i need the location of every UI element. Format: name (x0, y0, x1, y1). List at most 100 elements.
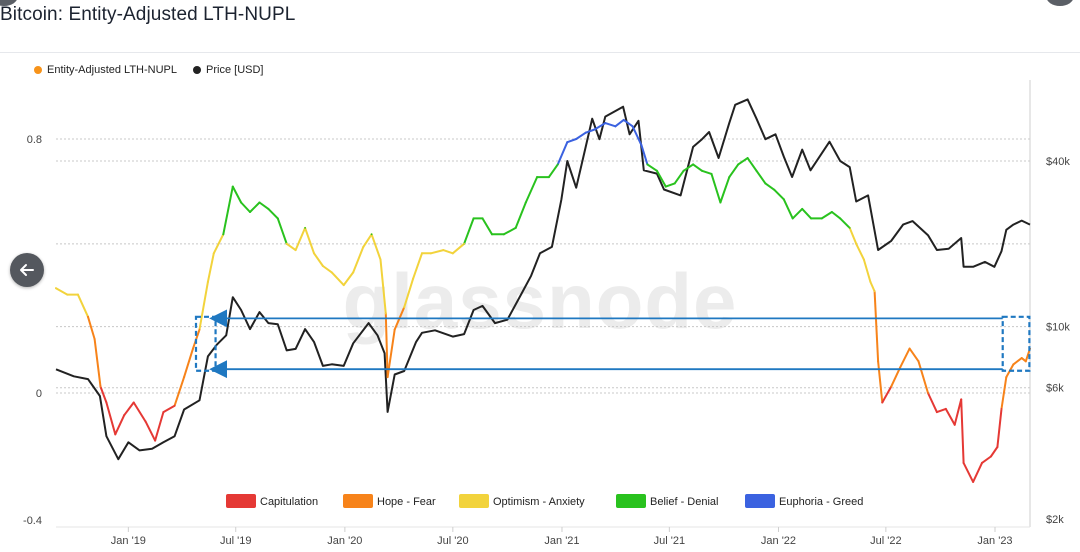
series-segment-nupl (584, 128, 596, 134)
series-segment-nupl (953, 398, 963, 426)
series-segment-nupl (87, 315, 96, 340)
data-point-nupl (996, 446, 999, 448)
series-segment-nupl (481, 217, 493, 236)
series-segment-nupl (412, 252, 423, 280)
series-segment-nupl (514, 201, 527, 229)
series-segment-nupl (927, 392, 938, 414)
series-segment-nupl (547, 163, 559, 179)
data-point-nupl (927, 392, 929, 394)
data-point-nupl (105, 401, 108, 404)
data-point-nupl (212, 252, 215, 255)
series-segment-nupl (173, 376, 186, 407)
data-point-nupl (682, 169, 685, 172)
series-segment-nupl (791, 207, 804, 220)
data-point-nupl (890, 385, 893, 388)
series-segment-nupl (442, 249, 454, 255)
data-point-nupl (936, 411, 938, 413)
legend-item-price[interactable]: Price [USD] (193, 64, 263, 76)
data-point-nupl (972, 481, 974, 483)
top-right-control-icon[interactable] (1046, 0, 1074, 6)
data-point-nupl (782, 198, 785, 201)
series-segment-nupl (212, 233, 225, 255)
series-segment-nupl (463, 217, 475, 245)
data-point-nupl (881, 401, 884, 404)
data-point-nupl (403, 306, 406, 309)
series-segment-nupl (962, 461, 975, 483)
series-segment-nupl (1000, 376, 1008, 410)
back-button[interactable] (10, 253, 44, 287)
data-point-nupl (575, 138, 578, 140)
series-segment-nupl (655, 169, 667, 188)
data-point-nupl (154, 439, 157, 442)
data-point-nupl (352, 271, 355, 274)
series-segment-nupl (183, 347, 194, 379)
y-right-tick-label: $2k (1046, 514, 1064, 526)
series-segment-nupl (144, 420, 157, 442)
data-point-nupl (144, 420, 147, 423)
data-point-nupl (379, 258, 382, 261)
y-right-tick-label: $10k (1046, 322, 1070, 334)
series-segment-nupl (258, 201, 270, 210)
series-segment-nupl (285, 242, 297, 252)
data-point-nupl (99, 385, 102, 388)
data-point-nupl (421, 252, 423, 255)
series-segment-nupl (114, 414, 126, 436)
series-segment-nupl (198, 280, 209, 331)
series-segment-nupl (881, 385, 893, 404)
series-segment-nupl (524, 176, 539, 204)
data-point-nupl (412, 277, 414, 280)
x-tick-label: Jul '22 (870, 535, 901, 547)
data-point-nupl (656, 169, 658, 172)
zone-legend-swatch (343, 494, 373, 508)
data-point-nupl (710, 173, 713, 175)
data-point-nupl (386, 376, 389, 378)
series-segment-nupl (162, 404, 176, 414)
data-point-nupl (917, 360, 920, 363)
data-point-nupl (472, 217, 475, 220)
series-segment-nupl (981, 455, 992, 464)
data-point-nupl (207, 281, 209, 283)
series-segment-nupl (972, 461, 983, 483)
data-point-nupl (556, 163, 559, 166)
zone-legend-label: Belief - Denial (650, 496, 718, 508)
series-segment-nupl (362, 233, 373, 248)
data-point-nupl (791, 217, 794, 220)
legend-label-nupl: Entity-Adjusted LTH-NUPL (47, 64, 178, 76)
data-point-nupl (566, 141, 569, 144)
data-point-nupl (746, 157, 749, 160)
data-point-nupl (848, 227, 851, 229)
legend-item-nupl[interactable]: Entity-Adjusted LTH-NUPL (34, 64, 177, 76)
watermark-text: glassnode (343, 257, 738, 345)
series-segment-nupl (839, 217, 851, 229)
data-point-nupl (55, 287, 57, 290)
legend-label-price: Price [USD] (206, 64, 264, 76)
data-point-nupl (132, 401, 135, 404)
series-segment-nupl (342, 271, 355, 287)
y-right-tick-label: $40k (1046, 156, 1070, 168)
series-segment-nupl (154, 411, 165, 442)
data-point-nupl (631, 125, 634, 128)
y-left-tick-label: -0.4 (23, 515, 42, 527)
series-segment-nupl (908, 347, 920, 363)
y-left-tick-label: 0.8 (27, 134, 42, 146)
series-segment-nupl (313, 252, 324, 267)
data-point-nupl (249, 211, 251, 213)
data-point-nupl (173, 404, 176, 407)
data-point-nupl (87, 315, 89, 318)
data-point-nupl (294, 249, 297, 252)
top-left-control-icon[interactable] (0, 0, 18, 6)
data-point-nupl (869, 281, 872, 283)
series-segment-nupl (267, 207, 279, 220)
data-point-nupl (899, 366, 901, 369)
data-point-nupl (801, 208, 804, 210)
series-segment-nupl (830, 211, 842, 220)
data-point-nupl (231, 185, 234, 188)
data-point-nupl (481, 217, 484, 220)
zone-legend-label: Hope - Fear (377, 496, 436, 508)
series-segment-nupl (862, 258, 872, 283)
data-point-nupl (701, 169, 703, 172)
chart-frame (0, 52, 1080, 552)
data-point-nupl (536, 176, 538, 179)
x-tick-label: Jan '19 (111, 535, 146, 547)
data-point-nupl (962, 462, 965, 464)
